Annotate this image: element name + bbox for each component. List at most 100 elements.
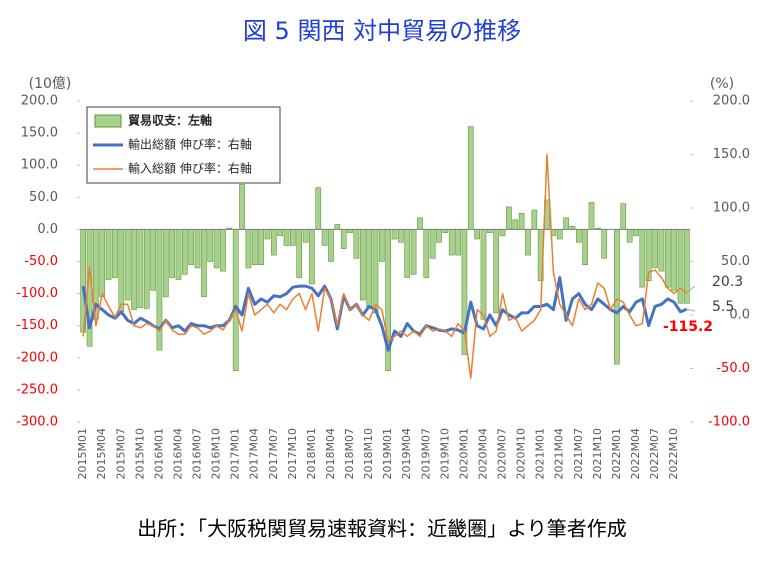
x-tick-label: 2022M07	[648, 428, 661, 479]
bar	[277, 229, 283, 237]
bar	[671, 229, 677, 291]
x-tick-label: 2017M07	[267, 428, 280, 479]
x-tick-label: 2021M01	[534, 428, 547, 479]
x-tick-label: 2015M10	[133, 428, 146, 479]
bar	[506, 206, 512, 230]
bar	[328, 229, 334, 262]
bar	[398, 229, 404, 243]
x-tick-label: 2020M04	[476, 428, 489, 479]
bar	[601, 229, 608, 259]
x-tick-label: 2016M10	[210, 428, 223, 479]
bar	[220, 229, 226, 272]
y-tick-label: -100.0	[16, 286, 58, 301]
bar	[455, 229, 461, 256]
bar	[207, 229, 214, 262]
y-tick-label: -300.0	[16, 415, 58, 430]
bar	[150, 229, 156, 291]
bar	[474, 229, 480, 240]
bar	[582, 229, 588, 266]
bar	[309, 229, 315, 285]
legend-swatch	[94, 114, 122, 128]
y2-tick-label: 100.0	[713, 201, 750, 216]
y2-tick-label: 200.0	[713, 94, 750, 109]
annotation: -115.2	[663, 319, 713, 335]
bar	[162, 229, 169, 298]
y2-tick-label: 150.0	[713, 147, 750, 162]
bar	[378, 229, 385, 262]
y2-tick-label: -100.0	[708, 415, 750, 430]
y-tick-label: 0.0	[37, 222, 58, 237]
x-tick-label: 2016M01	[152, 428, 165, 479]
x-tick-label: 2019M10	[438, 428, 451, 479]
y2-tick-label: 50.0	[721, 254, 750, 269]
bar	[270, 229, 277, 256]
bar	[156, 229, 163, 351]
bar	[137, 229, 144, 309]
leader-line	[685, 308, 696, 312]
y-tick-label: 200.0	[21, 94, 58, 109]
x-tick-label: 2019M01	[381, 428, 394, 479]
y-tick-label: 150.0	[21, 126, 58, 141]
bar	[321, 229, 328, 246]
bar	[366, 229, 372, 307]
bar	[664, 229, 671, 288]
bar	[315, 187, 322, 230]
x-tick-label: 2018M04	[324, 428, 337, 479]
y2-tick-label: -50.0	[716, 361, 750, 376]
bar	[124, 229, 131, 301]
bar	[429, 229, 436, 259]
bar	[531, 209, 538, 230]
chart-title: 図 5 関西 対中貿易の推移	[243, 17, 521, 45]
bar	[512, 219, 519, 230]
bar	[264, 229, 271, 240]
y-tick-label: -200.0	[16, 350, 58, 365]
bar	[169, 229, 175, 278]
bar	[652, 229, 658, 269]
x-tick-label: 2022M10	[667, 428, 680, 479]
bar	[213, 229, 220, 269]
bar	[448, 229, 455, 256]
legend-label: 輸入総額 伸び率：右軸	[128, 161, 252, 176]
bar	[340, 229, 347, 249]
bar	[525, 229, 531, 256]
y-tick-label: 50.0	[29, 190, 58, 205]
legend-label: 輸出総額 伸び率：右軸	[128, 137, 252, 152]
x-tick-label: 2018M01	[305, 428, 318, 479]
bar	[201, 229, 207, 298]
line-series	[81, 276, 688, 352]
bar	[493, 229, 500, 314]
bar	[639, 229, 646, 288]
bar	[499, 229, 506, 237]
x-tick-label: 2019M04	[400, 428, 413, 479]
bar	[175, 229, 182, 280]
bar	[391, 229, 398, 240]
bar	[620, 203, 627, 230]
x-tick-label: 2015M07	[114, 428, 127, 479]
x-tick-label: 2015M01	[76, 428, 89, 479]
x-tick-label: 2020M01	[457, 428, 470, 479]
bar	[105, 229, 112, 280]
x-tick-label: 2020M07	[496, 428, 509, 479]
x-tick-label: 2022M01	[610, 428, 623, 479]
x-tick-label: 2021M04	[553, 428, 566, 479]
x-tick-label: 2015M04	[95, 428, 108, 479]
bar	[245, 229, 252, 269]
bar	[575, 229, 582, 243]
x-tick-label: 2020M10	[515, 428, 528, 479]
bar	[290, 229, 296, 246]
bar	[232, 229, 239, 371]
bar	[556, 229, 563, 240]
bar	[658, 229, 665, 272]
bar	[182, 229, 188, 275]
bar	[423, 229, 430, 278]
x-tick-label: 2021M10	[591, 428, 604, 479]
bar	[296, 229, 303, 278]
x-tick-label: 2018M07	[343, 428, 356, 479]
bar	[194, 229, 201, 269]
leader-line	[685, 285, 696, 294]
bar	[518, 213, 525, 230]
bar	[188, 229, 195, 266]
x-tick-label: 2016M04	[171, 428, 184, 479]
bar	[588, 202, 595, 230]
